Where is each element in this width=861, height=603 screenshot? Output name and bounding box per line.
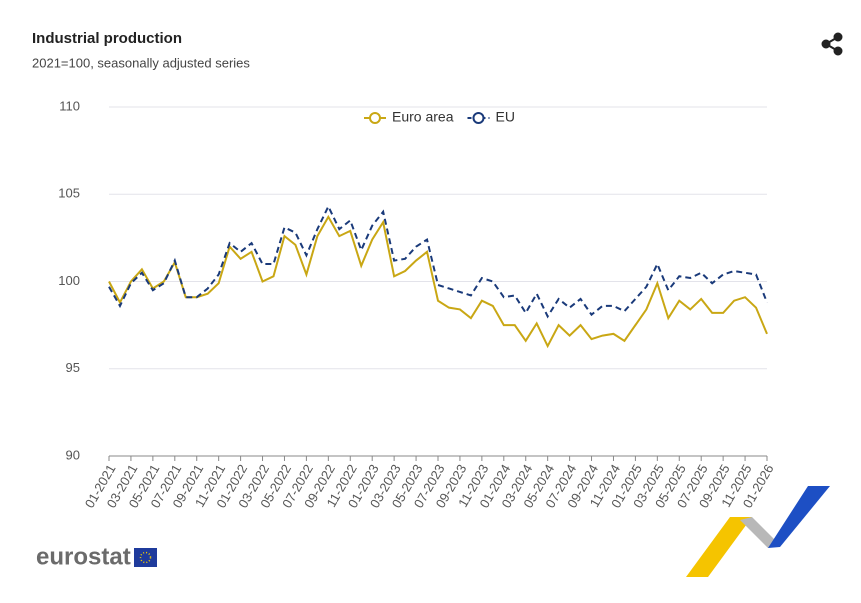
- legend-label: Euro area: [392, 109, 454, 125]
- decor: [768, 486, 830, 548]
- series-line: [108, 204, 768, 319]
- y-tick-label: 90: [66, 447, 80, 462]
- eu-flag: [134, 548, 157, 567]
- eu-stars: [139, 551, 152, 564]
- chart-title: Industrial production: [32, 30, 182, 47]
- y-tick-label: 110: [59, 98, 80, 113]
- decor: [740, 517, 780, 548]
- y-tick-label: 95: [66, 360, 80, 375]
- y-tick-label: 105: [58, 186, 80, 201]
- logo: eurostat: [36, 543, 131, 570]
- share-icon[interactable]: [821, 32, 843, 56]
- series-line: [108, 214, 768, 349]
- legend-marker: [472, 112, 485, 124]
- y-tick-label: 100: [58, 273, 80, 288]
- decor: [686, 517, 752, 577]
- legend-label: EU: [495, 109, 514, 125]
- legend-marker: [369, 112, 381, 124]
- chart-subtitle: 2021=100, seasonally adjusted series: [32, 55, 250, 70]
